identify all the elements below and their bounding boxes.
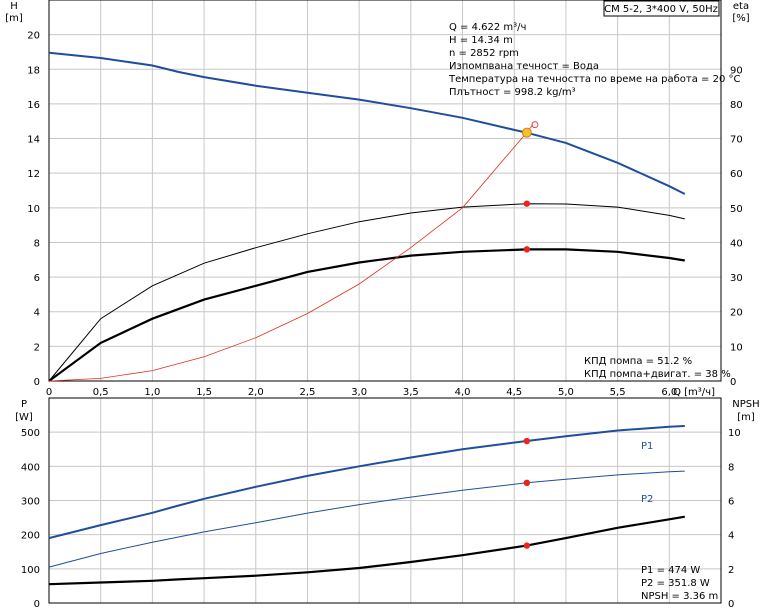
y2-tick-label-eta: 0 bbox=[730, 377, 736, 388]
p2-point bbox=[523, 479, 531, 487]
eta-total-point bbox=[523, 246, 531, 253]
x-tick-label: 5,5 bbox=[610, 387, 626, 398]
y-tick-label-h: 0 bbox=[34, 377, 40, 388]
y-tick-label-h: 14 bbox=[27, 135, 40, 146]
readout-p1: P1 = 474 W bbox=[641, 565, 700, 576]
series-label-p2: P2 bbox=[641, 494, 653, 505]
y2-tick-label-eta: 90 bbox=[730, 65, 743, 76]
y-tick-label-h: 6 bbox=[34, 273, 40, 284]
y2-tick-label-npsh: 6 bbox=[728, 497, 734, 508]
x-tick-label: 4,0 bbox=[455, 387, 471, 398]
x-tick-label: 3,0 bbox=[351, 387, 367, 398]
y2-tick-label-eta: 80 bbox=[730, 100, 743, 111]
p2-curve bbox=[48, 470, 685, 568]
duty-point-marker bbox=[521, 127, 532, 138]
y2-tick-label-eta: 60 bbox=[730, 169, 743, 180]
y-tick-label-h: 4 bbox=[34, 308, 40, 319]
series-label-p1: P1 bbox=[641, 441, 653, 452]
y2-tick-label-npsh: 0 bbox=[728, 599, 734, 610]
x-tick-label: 3,5 bbox=[403, 387, 419, 398]
eff-total: КПД помпа+двигат. = 38 % bbox=[584, 369, 731, 380]
y-tick-label-h: 20 bbox=[27, 31, 40, 42]
system-curve-end-marker bbox=[531, 121, 539, 129]
y-axis-unit-p: [W] bbox=[15, 412, 33, 423]
y-tick-label-p: 500 bbox=[21, 428, 40, 439]
x-tick-label: 0 bbox=[46, 387, 52, 398]
operating-points bbox=[521, 121, 539, 549]
total-efficiency-curve bbox=[48, 248, 685, 382]
x-tick-label: 5,0 bbox=[558, 387, 574, 398]
bottom-plot-frame bbox=[48, 397, 722, 604]
readout-p2: P2 = 351.8 W bbox=[641, 578, 710, 589]
system-curve bbox=[48, 124, 534, 382]
info-n: n = 2852 rpm bbox=[449, 48, 519, 59]
grid-top bbox=[49, 0, 721, 381]
y2-axis-title-eta: eta bbox=[733, 1, 749, 12]
y-tick-label-h: 2 bbox=[34, 342, 40, 353]
y2-tick-label-eta: 40 bbox=[730, 238, 743, 249]
y-axis-title-p: P bbox=[21, 399, 27, 410]
y-tick-label-h: 16 bbox=[27, 100, 40, 111]
chart-title-box bbox=[603, 0, 720, 17]
x-tick-label: 0,5 bbox=[93, 387, 109, 398]
y-tick-label-p: 400 bbox=[21, 462, 40, 473]
y-tick-label-h: 12 bbox=[27, 169, 40, 180]
info-temperature: Температура на течността по време на раб… bbox=[448, 74, 741, 85]
x-tick-label: 6,0 bbox=[661, 387, 677, 398]
info-h: H = 14.34 m bbox=[449, 35, 513, 46]
y-tick-label-p: 100 bbox=[21, 565, 40, 576]
y-tick-label-p: 0 bbox=[34, 599, 40, 610]
y2-axis-unit-eta: [%] bbox=[732, 13, 749, 24]
y-tick-label-h: 10 bbox=[27, 204, 40, 215]
p1-point bbox=[523, 437, 531, 445]
y-tick-label-h: 18 bbox=[27, 65, 40, 76]
info-liquid: Изпомпвана течност = Вода bbox=[449, 61, 599, 72]
head-curve bbox=[48, 51, 686, 195]
y-tick-label-p: 200 bbox=[21, 531, 40, 542]
info-q: Q = 4.622 m³/ч bbox=[449, 22, 526, 33]
info-density: Плътност = 998.2 kg/m³ bbox=[449, 87, 576, 98]
eta-pump-point bbox=[523, 200, 531, 207]
x-axis-title: Q [m³/ч] bbox=[673, 387, 715, 398]
y2-tick-label-npsh: 10 bbox=[728, 428, 741, 439]
pump-efficiency-curve bbox=[48, 203, 685, 382]
eff-pump: КПД помпа = 51.2 % bbox=[584, 356, 692, 367]
readout-npsh: NPSH = 3.36 m bbox=[641, 591, 718, 602]
series-layer bbox=[48, 51, 686, 586]
top-plot-frame bbox=[48, 0, 722, 382]
axis-ticks: 0 0,5 1,0 1,5 2,0 2,5 3,0 3,5 4,0 4,5 5,0 5,5 6,0 0 2 4… bbox=[21, 31, 743, 610]
x-tick-label: 2,0 bbox=[248, 387, 264, 398]
npsh-curve bbox=[48, 515, 685, 586]
x-tick-label: 2,5 bbox=[300, 387, 316, 398]
y-axis-title-h: H bbox=[10, 1, 18, 12]
chart-title: CM 5-2, 3*400 V, 50Hz bbox=[604, 4, 718, 15]
y2-axis-unit-npsh: [m] bbox=[737, 412, 755, 423]
y2-axis-title-npsh: NPSH bbox=[732, 399, 759, 410]
y2-tick-label-npsh: 8 bbox=[728, 462, 734, 473]
y2-tick-label-eta: 50 bbox=[730, 204, 743, 215]
p1-curve bbox=[48, 425, 685, 540]
y-axis-unit-h: [m] bbox=[5, 13, 23, 24]
y2-tick-label-npsh: 2 bbox=[728, 565, 734, 576]
y2-tick-label-eta: 20 bbox=[730, 308, 743, 319]
y2-tick-label-npsh: 4 bbox=[728, 531, 734, 542]
x-tick-label: 1,0 bbox=[144, 387, 160, 398]
npsh-point bbox=[523, 542, 531, 549]
y-tick-label-p: 300 bbox=[21, 497, 40, 508]
x-tick-label: 4,5 bbox=[506, 387, 522, 398]
y2-tick-label-eta: 30 bbox=[730, 273, 743, 284]
y-tick-label-h: 8 bbox=[34, 238, 40, 249]
y2-tick-label-eta: 70 bbox=[730, 135, 743, 146]
y2-tick-label-eta: 10 bbox=[730, 342, 743, 353]
x-tick-label: 1,5 bbox=[196, 387, 212, 398]
